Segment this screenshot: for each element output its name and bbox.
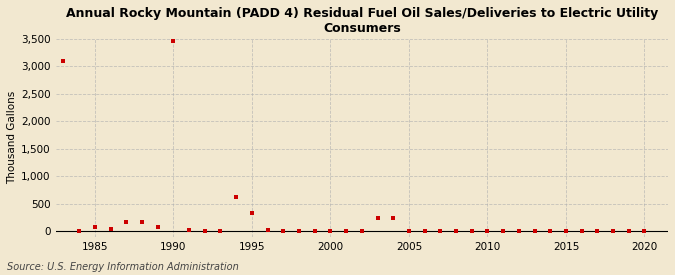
Point (388, 216, 399, 220)
Point (105, 227, 116, 231)
Point (545, 229, 556, 233)
Point (451, 229, 462, 233)
Point (341, 229, 352, 233)
Point (639, 229, 650, 233)
Point (608, 229, 618, 233)
Point (624, 229, 634, 233)
Point (74, 229, 84, 233)
Point (199, 229, 210, 233)
Point (121, 220, 132, 224)
Point (58, 59, 69, 63)
Point (482, 229, 493, 233)
Point (576, 229, 587, 233)
Point (278, 229, 289, 233)
Point (294, 229, 304, 233)
Point (153, 225, 163, 230)
Point (215, 229, 226, 233)
Point (529, 229, 540, 233)
Text: Source: U.S. Energy Information Administration: Source: U.S. Energy Information Administ… (7, 262, 238, 272)
Point (184, 228, 194, 233)
Point (404, 229, 414, 233)
Point (419, 229, 430, 233)
Point (168, 38, 179, 43)
Point (136, 219, 147, 224)
Point (435, 229, 446, 233)
Point (560, 229, 571, 233)
Point (497, 229, 508, 233)
Y-axis label: Thousand Gallons: Thousand Gallons (7, 91, 17, 185)
Point (592, 229, 603, 233)
Point (356, 229, 367, 233)
Point (325, 229, 336, 233)
Point (231, 195, 242, 199)
Point (466, 229, 477, 233)
Point (514, 229, 524, 233)
Point (246, 211, 257, 215)
Point (309, 229, 320, 233)
Title: Annual Rocky Mountain (PADD 4) Residual Fuel Oil Sales/Deliveries to Electric Ut: Annual Rocky Mountain (PADD 4) Residual … (65, 7, 658, 35)
Point (372, 216, 383, 220)
Point (90, 225, 101, 229)
Point (262, 228, 273, 232)
